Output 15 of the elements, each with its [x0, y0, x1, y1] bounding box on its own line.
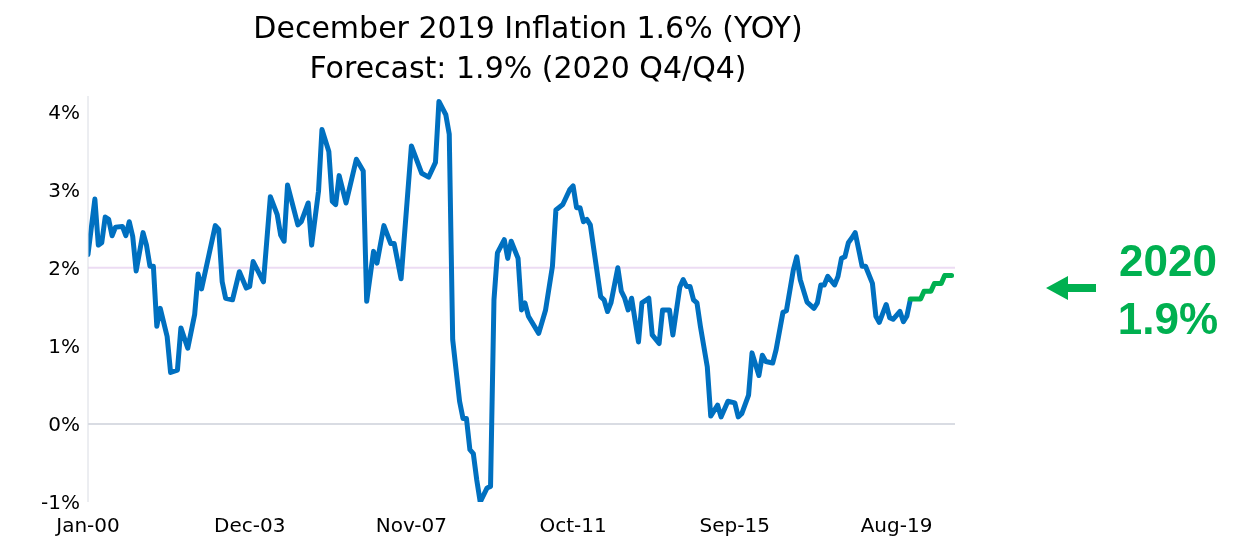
x-tick-label: Nov-07 — [375, 513, 447, 538]
y-tick-label: 2% — [48, 255, 80, 280]
y-tick-label: -1% — [41, 490, 80, 515]
x-tick-label: Sep-15 — [699, 513, 770, 538]
x-tick-label: Dec-03 — [214, 513, 286, 538]
y-tick-label: 0% — [48, 412, 80, 437]
x-tick-label: Oct-11 — [539, 513, 607, 538]
chart-subtitle: Forecast: 1.9% (2020 Q4/Q4) — [308, 49, 748, 87]
x-tick-label: Aug-19 — [860, 513, 933, 538]
text: 2020 1.9% — [1117, 236, 1219, 343]
y-tick-label: 3% — [48, 177, 80, 202]
y-tick-label: 1% — [48, 333, 80, 358]
y-tick-label: 4% — [48, 99, 80, 124]
x-tick-label: Jan-00 — [54, 513, 120, 538]
chart-title: December 2019 Inflation 1.6% (YOY) — [252, 9, 804, 47]
